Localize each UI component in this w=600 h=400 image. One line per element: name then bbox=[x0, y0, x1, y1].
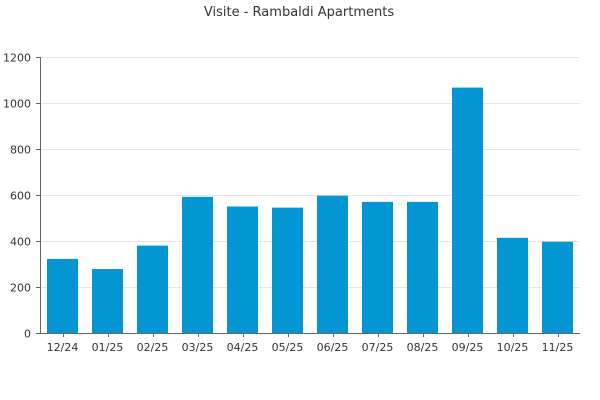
bar-08-25 bbox=[407, 202, 438, 333]
bar-06-25 bbox=[317, 196, 348, 333]
bar-12-24 bbox=[47, 259, 78, 333]
x-tick-label: 03/25 bbox=[182, 341, 214, 354]
bar-11-25 bbox=[542, 242, 573, 333]
x-tick-label: 12/24 bbox=[47, 341, 79, 354]
bar-03-25 bbox=[182, 197, 213, 333]
y-tick-label: 400 bbox=[10, 236, 31, 249]
bar-04-25 bbox=[227, 207, 258, 334]
bar-05-25 bbox=[272, 208, 303, 333]
y-tick-label: 600 bbox=[10, 190, 31, 203]
x-tick-label: 02/25 bbox=[137, 341, 169, 354]
x-tick-label: 01/25 bbox=[92, 341, 124, 354]
y-tick-label: 200 bbox=[10, 282, 31, 295]
x-tick-label: 05/25 bbox=[272, 341, 304, 354]
y-tick-label: 1200 bbox=[3, 52, 31, 65]
x-tick-label: 10/25 bbox=[497, 341, 529, 354]
bar-09-25 bbox=[452, 88, 483, 333]
chart-title: Visite - Rambaldi Apartments bbox=[204, 5, 394, 20]
x-tick-label: 08/25 bbox=[407, 341, 439, 354]
bar-07-25 bbox=[362, 202, 393, 333]
y-tick-label: 800 bbox=[10, 144, 31, 157]
bar-10-25 bbox=[497, 238, 528, 333]
x-tick-label: 04/25 bbox=[227, 341, 259, 354]
bar-01-25 bbox=[92, 269, 123, 333]
y-tick-label: 1000 bbox=[3, 98, 31, 111]
bars bbox=[47, 88, 573, 333]
x-axis-labels: 12/24 01/25 02/25 03/25 04/25 05/25 06/25 07/25… bbox=[47, 341, 574, 354]
y-tick-label: 0 bbox=[24, 328, 31, 341]
x-tick-label: 09/25 bbox=[452, 341, 484, 354]
x-tick-label: 07/25 bbox=[362, 341, 394, 354]
bar-02-25 bbox=[137, 246, 168, 333]
y-axis-labels: 0 200 400 600 800 1000 1200 bbox=[3, 52, 31, 341]
x-tick-label: 06/25 bbox=[317, 341, 349, 354]
x-tick-label: 11/25 bbox=[542, 341, 574, 354]
